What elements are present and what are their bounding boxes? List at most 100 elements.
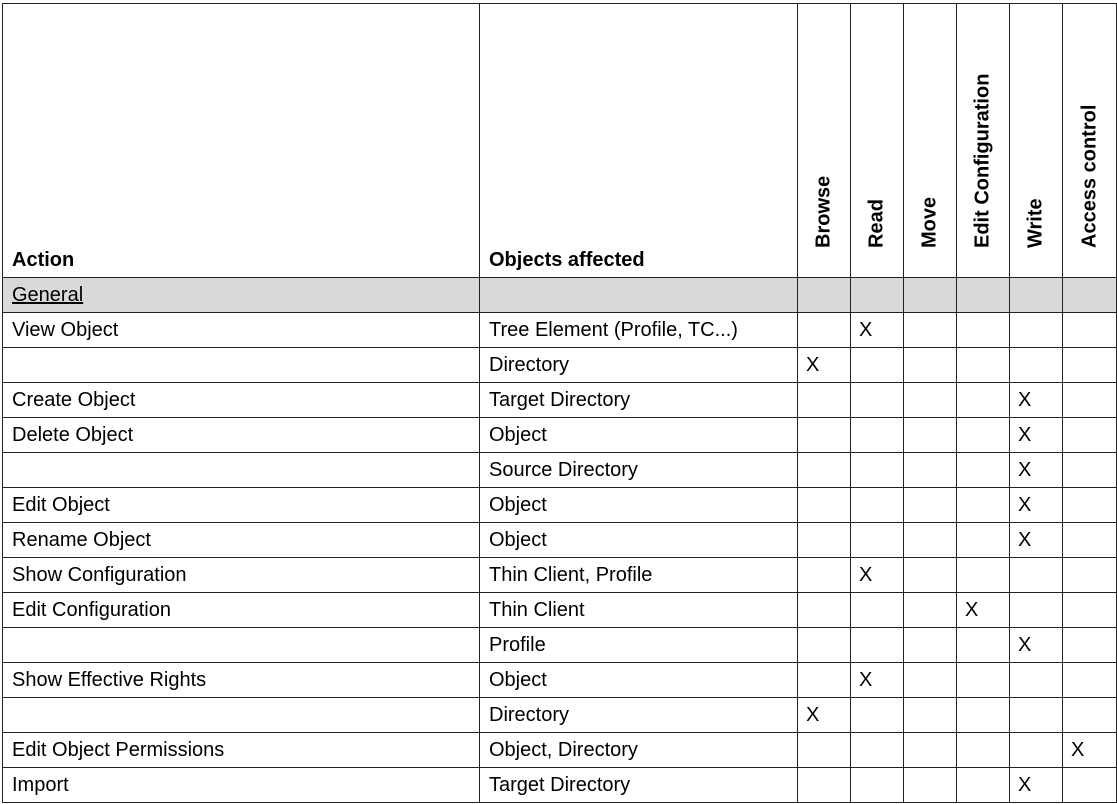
header-right-browse: Browse (797, 3, 851, 278)
action-cell: Create Object (2, 382, 480, 418)
permission-mark-edit-configuration (956, 627, 1010, 663)
table-row: Create Object Target Directory X (2, 382, 1117, 418)
permission-mark-read (850, 732, 904, 768)
permission-mark-write: X (1009, 767, 1063, 803)
empty-cell (797, 277, 851, 313)
permission-mark-access-control (1062, 382, 1117, 418)
permission-mark-read (850, 697, 904, 733)
table-row: Delete Object Object X (2, 417, 1117, 453)
action-cell (2, 452, 480, 488)
permission-mark-access-control (1062, 417, 1117, 453)
action-cell: Import (2, 767, 480, 803)
permission-mark-access-control (1062, 557, 1117, 593)
permission-mark-browse (797, 522, 851, 558)
permission-mark-edit-configuration (956, 767, 1010, 803)
permission-mark-read: X (850, 312, 904, 348)
permission-mark-read: X (850, 662, 904, 698)
empty-cell (903, 277, 957, 313)
header-right-label: Edit Configuration (971, 73, 994, 248)
section-label-cell: General (2, 277, 480, 313)
permission-mark-browse (797, 732, 851, 768)
table-row: Rename Object Object X (2, 522, 1117, 558)
permission-mark-edit-configuration: X (956, 592, 1010, 628)
permission-mark-write: X (1009, 522, 1063, 558)
header-row: Action Objects affected Browse Read Move Ed… (2, 3, 1117, 278)
permission-mark-edit-configuration (956, 417, 1010, 453)
permission-mark-write (1009, 557, 1063, 593)
permission-mark-read (850, 627, 904, 663)
permission-mark-read (850, 767, 904, 803)
permission-mark-move (903, 662, 957, 698)
permission-mark-read (850, 522, 904, 558)
permission-mark-browse (797, 662, 851, 698)
table-row: Show Effective Rights Object X (2, 662, 1117, 698)
permission-mark-edit-configuration (956, 452, 1010, 488)
permission-mark-browse (797, 487, 851, 523)
permission-mark-move (903, 767, 957, 803)
permission-mark-move (903, 522, 957, 558)
objects-affected-cell: Thin Client, Profile (479, 557, 798, 593)
empty-cell (1062, 277, 1117, 313)
permission-mark-browse (797, 557, 851, 593)
objects-affected-cell: Object, Directory (479, 732, 798, 768)
objects-affected-cell: Object (479, 662, 798, 698)
header-right-edit-configuration: Edit Configuration (956, 3, 1010, 278)
permission-mark-access-control (1062, 697, 1117, 733)
permission-mark-write (1009, 697, 1063, 733)
action-cell (2, 347, 480, 383)
permission-mark-edit-configuration (956, 382, 1010, 418)
permission-mark-move (903, 417, 957, 453)
objects-affected-cell: Target Directory (479, 382, 798, 418)
permission-mark-write: X (1009, 627, 1063, 663)
permission-mark-move (903, 452, 957, 488)
permission-mark-browse (797, 312, 851, 348)
objects-affected-cell: Directory (479, 697, 798, 733)
header-right-label: Access control (1078, 104, 1100, 248)
permission-mark-browse (797, 417, 851, 453)
permission-mark-access-control (1062, 452, 1117, 488)
permission-mark-write (1009, 347, 1063, 383)
permission-mark-move (903, 347, 957, 383)
permission-mark-access-control (1062, 487, 1117, 523)
permission-mark-read (850, 382, 904, 418)
permission-mark-edit-configuration (956, 487, 1010, 523)
permission-mark-write (1009, 662, 1063, 698)
table-row: Edit Object Permissions Object, Directory… (2, 732, 1117, 768)
permission-mark-browse (797, 592, 851, 628)
permission-mark-read (850, 347, 904, 383)
objects-affected-cell: Thin Client (479, 592, 798, 628)
permission-mark-edit-configuration (956, 347, 1010, 383)
section-label: General (12, 283, 84, 306)
empty-cell (956, 277, 1010, 313)
permission-mark-write (1009, 312, 1063, 348)
table-row: Profile X (2, 627, 1117, 663)
permission-mark-move (903, 557, 957, 593)
permission-mark-access-control (1062, 627, 1117, 663)
permission-mark-write: X (1009, 452, 1063, 488)
permission-mark-read (850, 417, 904, 453)
header-right-read: Read (850, 3, 904, 278)
action-cell (2, 697, 480, 733)
permission-mark-move (903, 487, 957, 523)
objects-affected-cell: Profile (479, 627, 798, 663)
table-row: Show Configuration Thin Client, Profile X (2, 557, 1117, 593)
permission-mark-access-control (1062, 592, 1117, 628)
permission-mark-access-control (1062, 767, 1117, 803)
table-row: Directory X (2, 347, 1117, 383)
permission-mark-write (1009, 592, 1063, 628)
permission-mark-write: X (1009, 487, 1063, 523)
permission-mark-write: X (1009, 382, 1063, 418)
permission-mark-edit-configuration (956, 312, 1010, 348)
action-cell: Show Configuration (2, 557, 480, 593)
empty-cell (479, 277, 798, 313)
action-cell: Rename Object (2, 522, 480, 558)
objects-affected-cell: Tree Element (Profile, TC...) (479, 312, 798, 348)
permission-mark-move (903, 732, 957, 768)
permission-mark-browse: X (797, 697, 851, 733)
permission-mark-edit-configuration (956, 522, 1010, 558)
table-row: View Object Tree Element (Profile, TC...)… (2, 312, 1117, 348)
objects-affected-cell: Object (479, 487, 798, 523)
permission-mark-edit-configuration (956, 697, 1010, 733)
action-cell: Delete Object (2, 417, 480, 453)
objects-affected-cell: Source Directory (479, 452, 798, 488)
